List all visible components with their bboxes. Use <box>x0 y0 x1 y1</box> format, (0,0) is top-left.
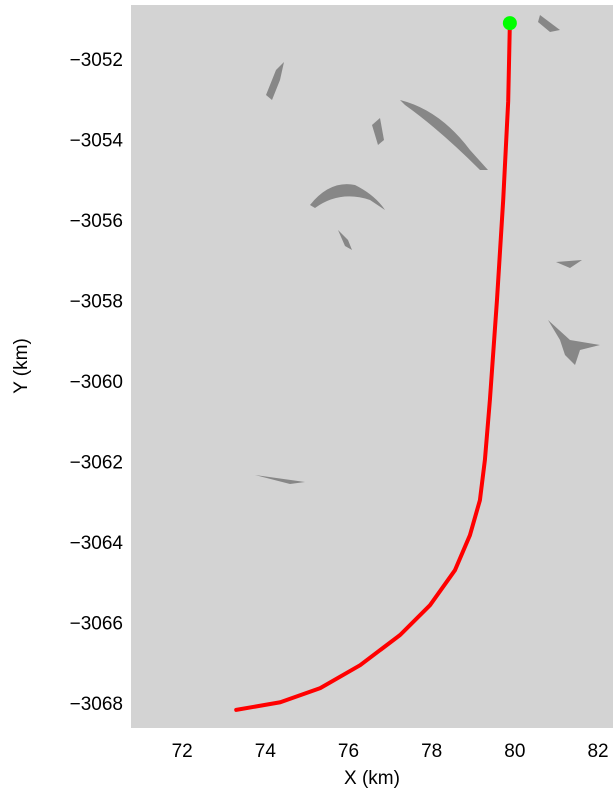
track-line <box>234 21 512 712</box>
image-feature <box>548 320 600 365</box>
image-feature <box>310 184 385 210</box>
point-marker <box>502 16 517 31</box>
y-tick-label: −3054 <box>70 130 124 151</box>
image-feature <box>266 62 284 100</box>
y-tick-label: −3068 <box>70 694 123 715</box>
image-feature <box>372 118 384 145</box>
y-tick-label: −3052 <box>70 50 123 71</box>
image-feature <box>556 260 582 268</box>
y-tick-label: −3058 <box>70 292 123 313</box>
y-axis-label: Y (km) <box>11 338 32 394</box>
image-feature <box>255 475 305 484</box>
image-feature <box>338 230 352 250</box>
x-tick-label: 74 <box>255 741 277 762</box>
image-features <box>255 15 600 484</box>
x-axis-label: X (km) <box>344 768 400 789</box>
x-tick-label: 76 <box>338 741 359 762</box>
y-tick-label: −3064 <box>70 533 124 554</box>
image-feature <box>400 100 488 170</box>
y-tick-label: −3066 <box>70 614 123 635</box>
image-feature <box>538 15 560 32</box>
x-tick-label: 82 <box>587 741 608 762</box>
x-tick-label: 78 <box>421 741 442 762</box>
x-tick-label: 72 <box>172 741 193 762</box>
plot-background <box>131 5 613 728</box>
x-tick-label: 80 <box>504 741 525 762</box>
y-tick-label: −3056 <box>70 211 123 232</box>
y-tick-label: −3062 <box>70 453 123 474</box>
y-tick-label: −3060 <box>70 372 123 393</box>
